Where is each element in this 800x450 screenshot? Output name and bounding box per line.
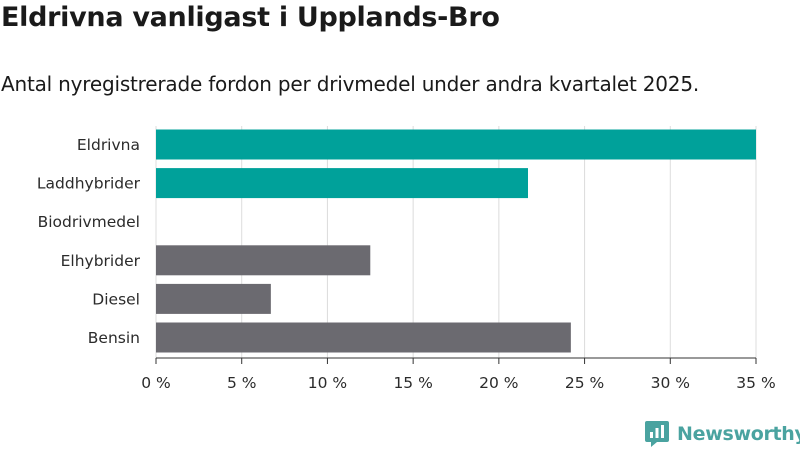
bar-laddhybrider (156, 168, 528, 199)
chart-title: Eldrivna vanligast i Upplands-Bro (1, 2, 500, 33)
category-label: Bensin (88, 329, 140, 347)
bar-diesel (156, 283, 271, 314)
gridlines (155, 126, 757, 358)
x-tick-label: 0 % (141, 374, 171, 392)
newsworthy-logo-icon (645, 421, 669, 447)
bar-eldrivna (156, 129, 756, 160)
brand-name: Newsworthy (677, 423, 800, 445)
category-label: Diesel (92, 290, 140, 308)
category-label: Elhybrider (61, 252, 141, 270)
x-tick-label: 35 % (736, 374, 775, 392)
x-tick-label: 30 % (651, 374, 690, 392)
x-tick-label: 25 % (565, 374, 604, 392)
category-label: Biodrivmedel (38, 213, 140, 231)
bars (156, 129, 756, 353)
x-tick-label: 20 % (479, 374, 518, 392)
x-tick-label: 10 % (308, 374, 347, 392)
category-label: Laddhybrider (37, 175, 141, 193)
chart-subtitle: Antal nyregistrerade fordon per drivmede… (1, 72, 700, 96)
x-axis-ticks: 0 % 5 % 10 % 15 % 20 % 25 % 30 % 35 % (141, 357, 776, 392)
newsworthy-brand: Newsworthy (644, 420, 800, 448)
bar-bensin (156, 322, 571, 353)
x-tick-label: 5 % (227, 374, 257, 392)
category-labels: Eldrivna Laddhybrider Biodrivmedel Elhybrid… (37, 136, 141, 347)
x-tick-label: 15 % (393, 374, 432, 392)
bar-elhybrider (156, 245, 371, 276)
category-label: Eldrivna (77, 136, 140, 154)
